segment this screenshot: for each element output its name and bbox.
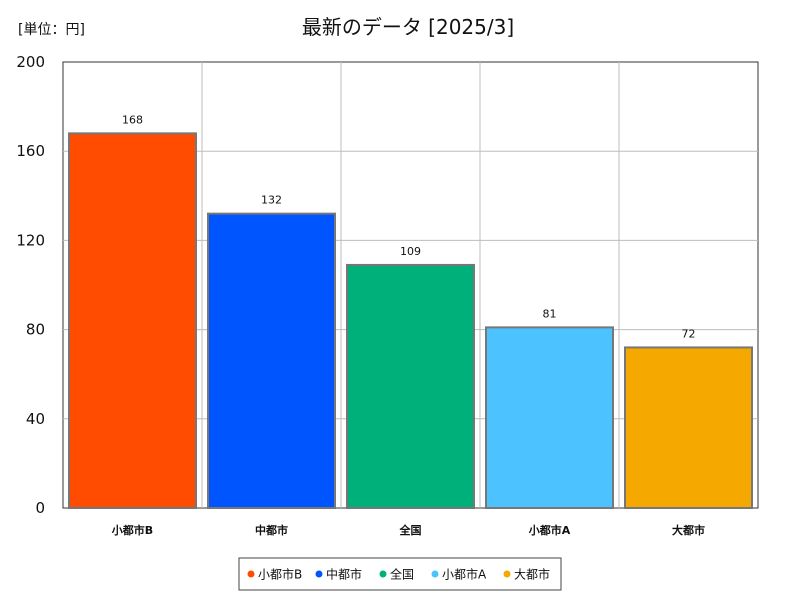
data-label: 109 [400, 245, 421, 258]
x-tick-label: 小都市A [528, 523, 571, 537]
legend-item-label: 中都市 [326, 567, 362, 582]
plot-area: 0 40 80 120 160 200 168 小都市B 132 中都市 109 全国 81 小都市A 72… [16, 53, 759, 537]
y-tick-label: 80 [26, 321, 45, 339]
bar-4 [485, 326, 614, 509]
legend-item-label: 小都市A [442, 567, 487, 582]
y-tick-label: 120 [16, 231, 45, 249]
data-label: 132 [261, 194, 282, 207]
bar-2 [207, 212, 336, 509]
legend-marker [247, 570, 255, 578]
y-tick-label: 40 [26, 410, 45, 428]
legend-marker [503, 570, 511, 578]
y-tick-label: 200 [16, 53, 45, 71]
legend: 小都市B 中都市 全国 小都市A 大都市 [238, 557, 562, 591]
legend-item-label: 小都市B [258, 567, 302, 582]
x-tick-label: 小都市B [111, 523, 153, 537]
x-tick-label: 大都市 [672, 523, 705, 537]
legend-item-label: 大都市 [514, 567, 550, 582]
x-tick-label: 全国 [399, 523, 422, 537]
data-label: 168 [122, 113, 143, 126]
data-label: 72 [682, 327, 696, 340]
bar-3 [346, 263, 475, 509]
unit-label: [単位：円] [18, 22, 85, 38]
legend-marker [431, 570, 439, 578]
legend-marker [315, 570, 323, 578]
bar-5 [624, 346, 753, 509]
data-label: 81 [543, 307, 557, 320]
legend-item-label: 全国 [390, 567, 414, 582]
y-tick-label: 160 [16, 142, 45, 160]
chart-title: 最新のデータ [2025/3] [302, 15, 514, 39]
bar-1 [68, 132, 197, 510]
x-tick-label: 中都市 [255, 523, 288, 537]
y-tick-label: 0 [35, 499, 45, 517]
legend-marker [379, 570, 387, 578]
